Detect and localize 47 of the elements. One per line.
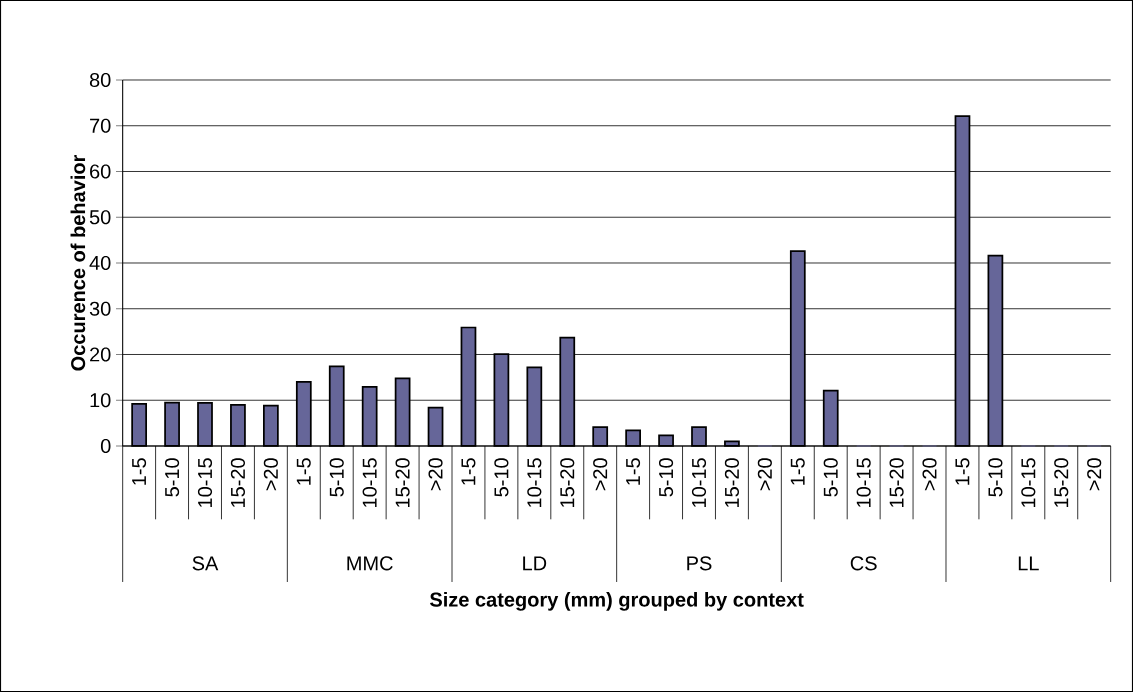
- text: LD: [523, 556, 547, 571]
- x-tick-label: >20: [428, 458, 443, 491]
- x-tick-label: >20: [922, 458, 937, 491]
- x-tick-label: >20: [263, 458, 278, 491]
- y-tick-label: 20: [90, 347, 111, 362]
- x-tick-label: 5-10: [988, 458, 1003, 497]
- x-tick-label: 10-15: [1021, 458, 1036, 507]
- text: CS: [850, 556, 877, 571]
- x-tick-label: 15-20: [889, 458, 904, 507]
- x-tick-label: 5-10: [658, 458, 674, 497]
- text: PS: [687, 556, 712, 571]
- y-tick-label: 0: [100, 438, 111, 454]
- x-tick-label: 1-5: [296, 458, 311, 485]
- x-tick-label: 15-20: [724, 458, 739, 507]
- x-tick-label: 1-5: [626, 458, 641, 485]
- text: MMC: [347, 556, 393, 571]
- x-tick-label: 10-15: [856, 458, 871, 507]
- y-tick-label: 10: [90, 393, 111, 408]
- x-tick-label: 1-5: [461, 458, 476, 485]
- x-axis-title: Size category (mm) grouped by context: [430, 592, 804, 611]
- text: LL: [1018, 556, 1039, 571]
- x-tick-label: 5-10: [494, 458, 509, 497]
- y-axis-title: Occurence of behavior: [70, 154, 86, 371]
- x-tick-label: 5-10: [823, 458, 838, 497]
- x-tick-label: >20: [593, 458, 608, 491]
- x-tick-label: 15-20: [230, 458, 246, 507]
- y-tick-label: 40: [89, 255, 111, 271]
- x-tick-label: 1-5: [132, 458, 147, 485]
- x-tick-label: >20: [1087, 458, 1102, 491]
- x-tick-label: 1-5: [790, 458, 805, 485]
- y-tick-label: 80: [89, 72, 111, 88]
- x-tick-label: 15-20: [560, 458, 575, 507]
- x-tick-label: 5-10: [329, 458, 344, 497]
- x-tick-label: 1-5: [955, 458, 970, 485]
- x-tick-label: >20: [757, 458, 772, 491]
- text: SA: [192, 556, 219, 571]
- x-tick-label: 15-20: [1054, 458, 1069, 507]
- x-tick-label: 10-15: [362, 458, 377, 507]
- x-tick-label: 15-20: [395, 458, 410, 507]
- y-tick-label: 30: [89, 301, 111, 316]
- x-tick-label: 5-10: [164, 458, 180, 497]
- y-tick-label: 50: [89, 210, 111, 225]
- x-tick-label: 10-15: [527, 458, 542, 507]
- x-tick-label: 10-15: [197, 458, 213, 507]
- x-tick-label: 10-15: [691, 458, 707, 507]
- y-tick-label: 70: [90, 118, 111, 133]
- y-tick-label: 60: [90, 164, 111, 179]
